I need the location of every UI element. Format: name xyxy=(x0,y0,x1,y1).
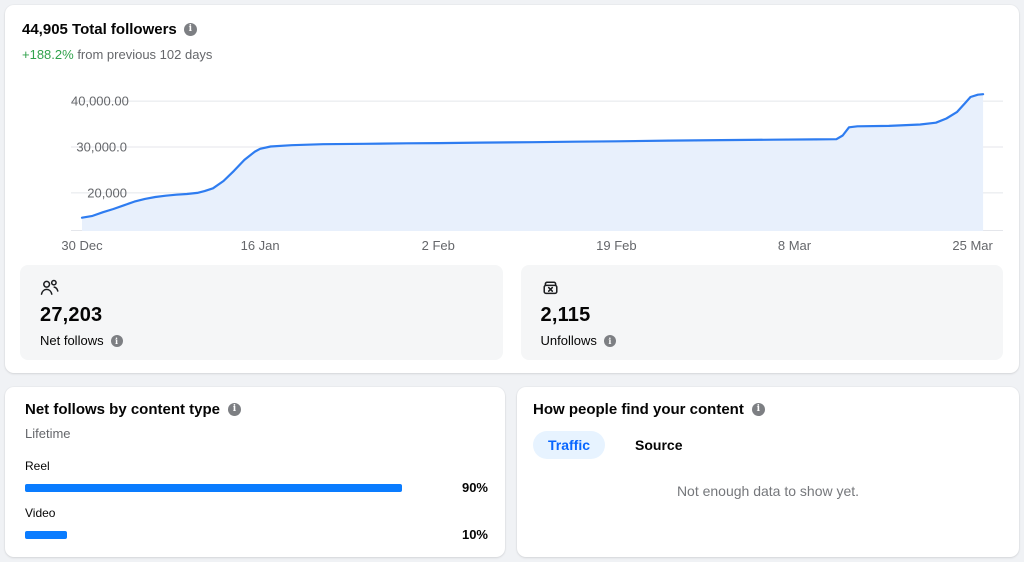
bar-value-label: 10% xyxy=(461,527,488,542)
net-follows-value: 27,203 xyxy=(40,304,103,326)
unfollows-icon xyxy=(542,281,558,295)
content-type-card-title: Net follows by content type xyxy=(25,401,221,418)
y-axis-labels: 40,000.00 30,000.0 20,000 xyxy=(71,91,129,231)
bar-category-label: Video xyxy=(25,506,56,520)
tab-traffic[interactable]: Traffic xyxy=(533,431,606,459)
info-icon[interactable] xyxy=(183,23,197,36)
x-tick-label: 2 Feb xyxy=(421,238,455,253)
empty-state-text: Not enough data to show yet. xyxy=(676,483,860,499)
find-content-card-title: How people find your content xyxy=(533,401,744,418)
x-tick-label: 19 Feb xyxy=(596,238,637,253)
followers-delta-period: from previous 102 days xyxy=(77,47,213,62)
info-icon[interactable] xyxy=(228,403,242,416)
net-follows-card[interactable]: 27,203 Net follows xyxy=(20,265,503,360)
chart-plot-area[interactable]: 40,000.00 30,000.0 20,000 xyxy=(71,91,1003,231)
y-tick-label: 20,000 xyxy=(87,185,127,201)
x-tick-label: 16 Jan xyxy=(240,238,280,253)
area-chart-svg xyxy=(71,91,1003,231)
how-people-find-content-card: How people find your content Traffic Sou… xyxy=(517,387,1019,557)
y-tick-label: 30,000.0 xyxy=(76,139,127,155)
x-axis-labels: 30 Dec 16 Jan 2 Feb 19 Feb 8 Mar 25 Mar xyxy=(61,231,1003,257)
content-type-period: Lifetime xyxy=(25,426,71,441)
total-followers-title: 44,905 Total followers xyxy=(22,21,177,38)
followers-area-chart: 40,000.00 30,000.0 20,000 30 Dec 16 Jan 2 Fe… xyxy=(5,91,1003,257)
bar-fill[interactable] xyxy=(25,530,67,539)
info-icon[interactable] xyxy=(603,334,616,347)
unfollows-label: Unfollows xyxy=(540,333,597,348)
net-follows-by-content-type-card: Net follows by content type Lifetime Ree… xyxy=(5,387,505,557)
bar-group: Video 10% xyxy=(25,506,488,542)
info-icon[interactable] xyxy=(751,403,765,416)
followers-overview-card: 44,905 Total followers +188.2% from prev… xyxy=(5,5,1019,373)
bar-fill[interactable] xyxy=(25,483,403,492)
find-content-tabs: Traffic Source xyxy=(533,431,1003,459)
bar-track xyxy=(25,530,444,539)
bar-category-label: Reel xyxy=(25,459,50,473)
content-type-bar-chart: Reel 90% Video 10% xyxy=(25,459,488,542)
overview-header: 44,905 Total followers +188.2% from prev… xyxy=(5,21,1003,62)
series-line xyxy=(82,94,983,218)
tab-source[interactable]: Source xyxy=(635,437,683,453)
x-tick-label: 8 Mar xyxy=(777,238,812,253)
unfollows-card[interactable]: 2,115 Unfollows xyxy=(520,265,1003,360)
unfollows-value: 2,115 xyxy=(540,304,591,326)
x-tick-label: 25 Mar xyxy=(952,238,993,253)
followers-delta: +188.2% xyxy=(22,47,74,62)
bar-value-label: 90% xyxy=(461,480,488,495)
bar-group: Reel 90% xyxy=(25,459,488,495)
info-icon[interactable] xyxy=(110,334,123,347)
stat-cards-row: 27,203 Net follows 2,115 Unfollows xyxy=(5,265,1003,360)
followers-icon xyxy=(40,279,59,295)
area-fill xyxy=(82,94,984,231)
y-tick-label: 40,000.00 xyxy=(71,93,129,109)
net-follows-label: Net follows xyxy=(40,333,104,348)
x-tick-label: 30 Dec xyxy=(61,238,103,253)
bar-track xyxy=(25,483,444,492)
